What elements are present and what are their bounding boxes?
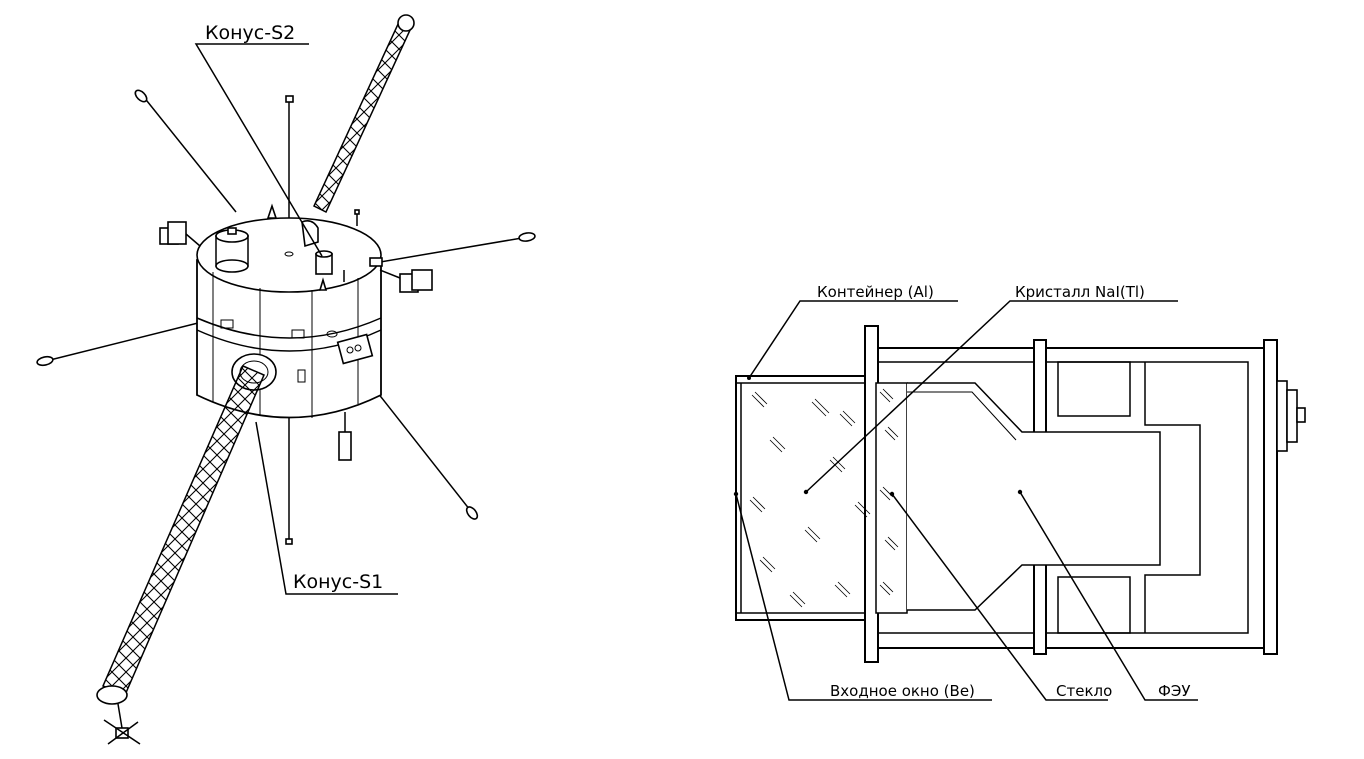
- entrance-window-label: Входное окно (Be): [830, 682, 975, 700]
- upper-lattice-boom: [313, 14, 415, 214]
- side-sensor-boxes: [159, 221, 433, 293]
- lower-lattice-boom: [96, 365, 265, 745]
- detector-leaders: [733, 300, 1198, 701]
- crystal-label: Кристалл NaI(Tl): [1015, 283, 1145, 301]
- detector-cross-section: Контейнер (Al) Кристалл NaI(Tl) Входное …: [733, 283, 1306, 701]
- wire-antennas: [36, 89, 536, 545]
- satellite-illustration: Конус-S2 Конус-S1: [36, 14, 536, 745]
- konus-s2-label: Конус-S2: [205, 22, 295, 44]
- crystal-hatching: [749, 388, 899, 608]
- konus-s1-label: Конус-S1: [293, 571, 383, 593]
- photomultiplier-tube: [907, 382, 1161, 611]
- bottom-probe: [338, 412, 352, 461]
- top-deck-instruments: [215, 203, 360, 291]
- pmt-label: ФЭУ: [1158, 682, 1191, 700]
- satellite-leaders: [194, 43, 398, 595]
- glass-label: Стекло: [1056, 682, 1112, 700]
- container: [735, 325, 1306, 663]
- container-label: Контейнер (Al): [817, 283, 934, 301]
